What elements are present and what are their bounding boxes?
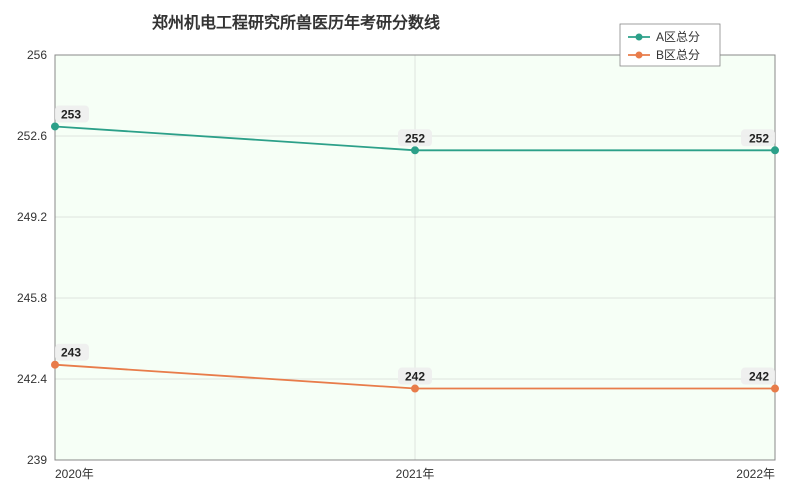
legend-label: B区总分 [656,48,700,62]
series-marker [412,147,419,154]
y-tick-label: 239 [27,453,47,467]
legend-marker [636,52,643,59]
chart-title: 郑州机电工程研究所兽医历年考研分数线 [152,13,440,32]
y-tick-label: 245.8 [17,291,47,305]
series-marker [52,361,59,368]
chart-container: 239 242.4 245.8 249.2 252.6 256 2020年 2021年 2022… [0,0,800,500]
series-marker [772,385,779,392]
series-marker [52,123,59,130]
line-chart: 239 242.4 245.8 249.2 252.6 256 2020年 2021年 2022… [0,0,800,500]
x-tick-label: 2021年 [396,467,435,481]
y-tick-label: 242.4 [17,372,47,386]
legend-marker [636,34,643,41]
x-tick-label: 2020年 [55,467,94,481]
value-label: 252 [749,131,769,145]
series-marker [412,385,419,392]
legend-label: A区总分 [656,30,700,44]
y-tick-label: 252.6 [17,129,47,143]
y-tick-label: 256 [27,48,47,62]
x-tick-label: 2022年 [736,467,775,481]
value-label: 243 [61,346,81,360]
series-marker [772,147,779,154]
value-label: 253 [61,107,81,121]
value-label: 252 [405,131,425,145]
y-tick-label: 249.2 [17,210,47,224]
value-label: 242 [405,370,425,384]
value-label: 242 [749,370,769,384]
